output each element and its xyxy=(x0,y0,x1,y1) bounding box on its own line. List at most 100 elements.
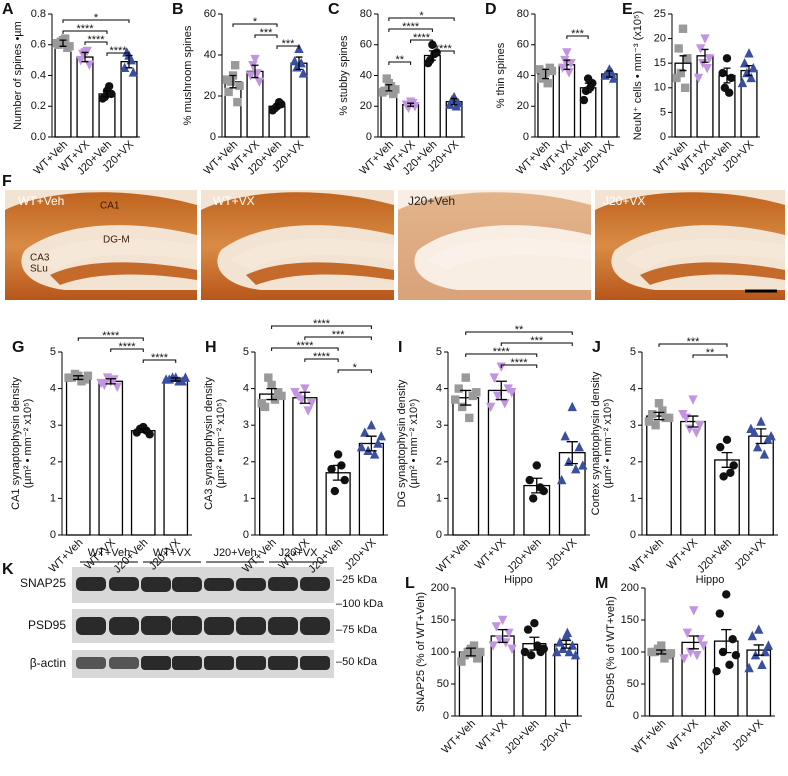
data-point xyxy=(724,88,734,97)
data-point xyxy=(472,654,482,663)
x-tick-label: WT+Veh xyxy=(630,718,669,757)
data-point xyxy=(692,651,702,661)
data-point xyxy=(65,42,74,51)
data-point xyxy=(757,659,767,669)
data-point xyxy=(644,417,654,426)
data-point xyxy=(719,472,728,481)
y-tick-label: 0.6 xyxy=(31,39,46,51)
data-point xyxy=(725,660,734,669)
data-point xyxy=(472,388,481,397)
y-tick-label: 2 xyxy=(50,456,56,468)
data-point xyxy=(494,635,505,645)
error-bar xyxy=(81,51,89,63)
error-bar xyxy=(495,380,507,401)
data-point xyxy=(70,369,80,379)
error-bar xyxy=(103,90,111,98)
data-point xyxy=(378,88,387,97)
data-point xyxy=(718,68,727,78)
y-tick-label: 3 xyxy=(243,419,249,431)
y-tick-label: 1 xyxy=(50,492,56,504)
histology-image xyxy=(398,190,591,300)
data-point xyxy=(107,89,116,99)
data-point xyxy=(695,44,706,54)
data-point xyxy=(682,628,693,638)
blot-group-label: J20+Veh xyxy=(213,547,256,559)
histology-images xyxy=(5,190,785,300)
significance-bracket xyxy=(276,45,300,49)
data-point xyxy=(555,637,565,647)
blot-group-label: WT+VX xyxy=(153,547,192,559)
image-label: WT+VX xyxy=(213,194,255,208)
significance-label: *** xyxy=(282,38,296,50)
error-bar xyxy=(295,56,303,70)
error-bar xyxy=(407,102,415,107)
bar xyxy=(423,54,441,138)
bar xyxy=(54,42,72,138)
x-tick-label: J20+VX xyxy=(543,536,579,572)
y-tick-label: 80 xyxy=(360,8,372,20)
data-point xyxy=(104,82,114,91)
data-point xyxy=(586,83,595,93)
panel-letter: C xyxy=(328,1,340,18)
significance-bracket xyxy=(337,369,372,373)
data-point xyxy=(756,416,766,426)
data-point xyxy=(653,644,663,653)
data-point xyxy=(257,399,266,408)
blot-group-label: J20+VX xyxy=(279,547,318,559)
data-point xyxy=(535,65,544,74)
bar xyxy=(292,397,318,536)
data-point xyxy=(728,635,737,644)
significance-bracket xyxy=(110,348,144,352)
significance-label: **** xyxy=(76,23,94,35)
bar xyxy=(746,649,772,717)
data-point xyxy=(674,44,683,53)
image-label: WT+Veh xyxy=(18,194,64,208)
significance-bracket xyxy=(271,347,339,351)
significance-label: **** xyxy=(151,352,169,364)
significance-label: **** xyxy=(109,45,127,57)
data-point xyxy=(691,428,702,438)
y-tick-label: 20 xyxy=(654,33,666,45)
data-point xyxy=(746,72,756,83)
error-bar xyxy=(753,644,764,656)
panel-letter: F xyxy=(2,173,12,190)
error-bar xyxy=(273,103,281,109)
data-point xyxy=(454,384,463,393)
significance-bracket xyxy=(388,61,412,65)
significance-label: **** xyxy=(402,21,420,33)
significance-label: *** xyxy=(332,329,346,341)
error-bar xyxy=(450,97,458,106)
data-point xyxy=(759,449,770,459)
data-point xyxy=(84,60,95,70)
error-bar xyxy=(755,428,767,445)
data-point xyxy=(722,54,732,63)
bar xyxy=(523,484,551,536)
data-point xyxy=(230,61,240,70)
data-point xyxy=(64,373,73,382)
data-point xyxy=(235,81,244,90)
y-axis-label: SNAP25 (% of WT+Veh) xyxy=(415,592,427,712)
data-point xyxy=(366,420,377,430)
data-point xyxy=(60,34,70,43)
data-point xyxy=(704,54,715,64)
data-point xyxy=(651,421,660,430)
region-label: DG-M xyxy=(103,235,130,246)
data-point xyxy=(277,391,286,401)
data-point xyxy=(180,372,191,382)
data-point xyxy=(578,460,588,470)
data-point xyxy=(698,641,709,651)
panel-letter: K xyxy=(2,561,14,578)
data-point xyxy=(333,450,343,459)
y-tick-label: 0 xyxy=(523,131,529,143)
data-point xyxy=(536,483,545,492)
significance-bracket xyxy=(304,358,339,362)
data-point xyxy=(382,74,391,83)
data-point xyxy=(695,421,705,431)
data-point xyxy=(746,423,756,434)
error-bar xyxy=(529,636,540,651)
data-point xyxy=(457,657,466,666)
y-axis-label: % stubby spines xyxy=(338,35,350,116)
histology-image xyxy=(595,190,785,300)
data-point xyxy=(458,402,467,412)
data-point xyxy=(567,640,578,650)
